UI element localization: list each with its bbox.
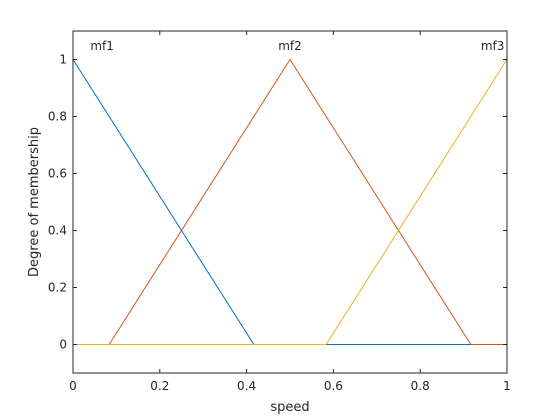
annotation-layer: mf1 mf2 mf3	[90, 39, 504, 53]
x-tick-label: 0.8	[411, 379, 430, 393]
series-line-mf3	[73, 59, 508, 345]
x-tick-label: 0.6	[324, 379, 343, 393]
axes-box	[72, 30, 508, 374]
mf-label-mf3: mf3	[481, 39, 505, 53]
x-tick-label: 0.2	[150, 379, 169, 393]
x-tick-label: 1	[503, 379, 511, 393]
y-tick-label: 0.8	[48, 110, 67, 124]
y-tick-label: 0	[59, 338, 67, 352]
series-layer	[72, 58, 508, 345]
ticks-layer: 0 0.2 0.4 0.6 0.8 1 0 0.2 0.4 0.6 0.8 1	[48, 31, 511, 393]
y-tick-label: 1	[59, 53, 67, 67]
y-axis-label: Degree of membership	[27, 127, 42, 277]
mf-label-mf2: mf2	[278, 39, 302, 53]
y-tick-label: 0.6	[48, 167, 67, 181]
x-tick-label: 0	[69, 379, 77, 393]
mf-label-mf1: mf1	[90, 39, 114, 53]
x-tick-label: 0.4	[237, 379, 256, 393]
y-tick-label: 0.4	[48, 224, 67, 238]
y-tick-label: 0.2	[48, 281, 67, 295]
axes-background	[73, 31, 507, 373]
x-axis-label: speed	[270, 400, 309, 415]
